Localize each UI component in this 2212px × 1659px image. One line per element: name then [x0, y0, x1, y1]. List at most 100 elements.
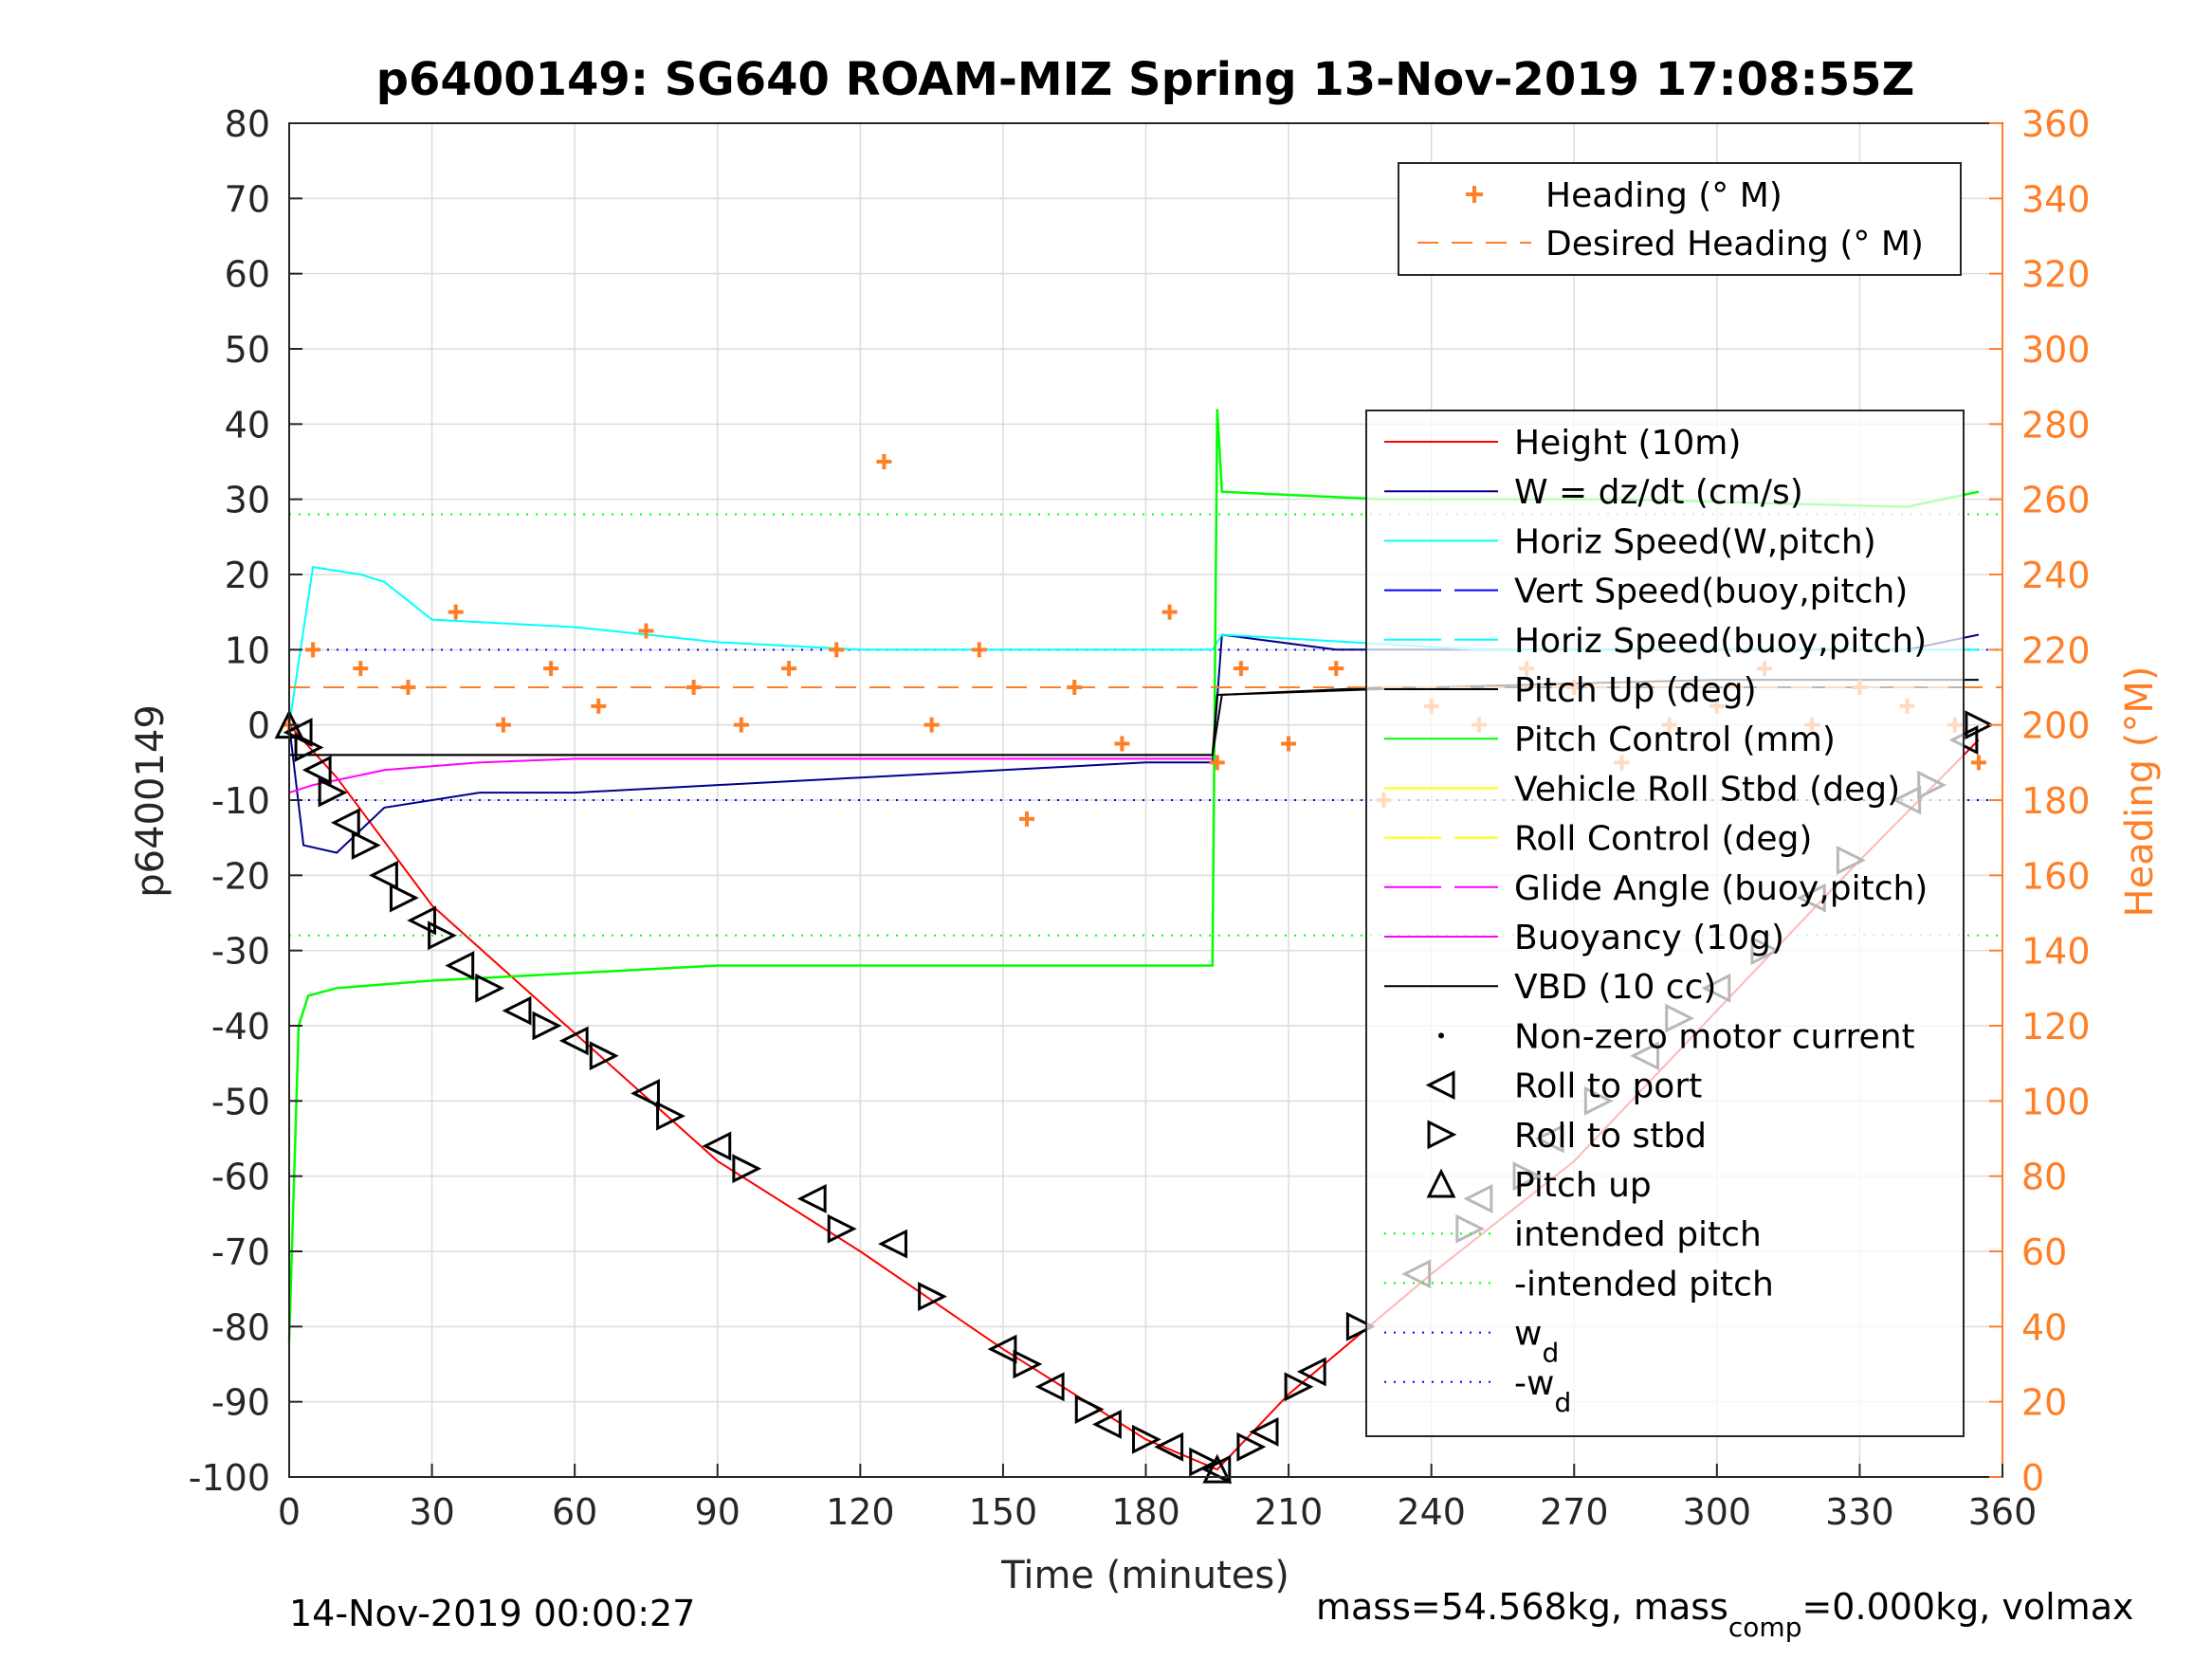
legend-label: Vert Speed(buoy,pitch) — [1514, 573, 1908, 611]
x-tick-label: 240 — [1397, 1491, 1466, 1533]
heading-point — [1328, 661, 1344, 677]
y-tick-label: -100 — [189, 1457, 270, 1499]
heading-point — [876, 454, 892, 469]
y2-tick-label: 140 — [2021, 931, 2091, 973]
x-tick-label: 330 — [1825, 1491, 1894, 1533]
footer-mass-prefix: mass=54.568kg, mass — [1316, 1586, 1728, 1628]
y-tick-label: 70 — [225, 178, 270, 220]
legend-box — [1365, 410, 1965, 1437]
roll-port-marker — [987, 1334, 1017, 1364]
y2-tick-label: 220 — [2021, 629, 2091, 671]
y2-tick-label: 180 — [2021, 780, 2091, 822]
heading-point — [1114, 736, 1130, 752]
legend-label: W = dz/dt (cm/s) — [1514, 473, 1803, 512]
y-tick-label: -90 — [211, 1382, 270, 1424]
y-tick-label: 60 — [225, 254, 270, 296]
roll-port-marker — [1296, 1357, 1326, 1387]
roll-port-marker — [878, 1229, 907, 1259]
legend-label: Buoyancy (10g) — [1514, 919, 1784, 957]
legend-label: Desired Heading (° M) — [1545, 225, 1924, 264]
y2-tick-label: 360 — [2021, 103, 2091, 145]
roll-stbd-marker — [318, 777, 348, 808]
legend-label: -intended pitch — [1514, 1265, 1774, 1304]
legend-swatch — [1425, 1070, 1455, 1101]
heading-point — [1161, 604, 1178, 620]
y-axis-right: 3603403203002802602402202001801601401201… — [1989, 103, 2091, 1499]
roll-port-marker — [302, 755, 332, 785]
heading-point — [781, 661, 797, 677]
roll-stbd-marker — [389, 883, 419, 913]
y-tick-label: -40 — [211, 1006, 270, 1048]
roll-stbd-marker — [1284, 1372, 1314, 1402]
legend-label-sub: d — [1554, 1387, 1571, 1418]
roll-stbd-marker — [918, 1282, 947, 1312]
y-tick-label: 50 — [225, 329, 270, 371]
y2-tick-label: 320 — [2021, 254, 2091, 296]
legend-heading: Heading (° M) Desired Heading (° M) — [1398, 162, 1962, 276]
heading-point — [495, 717, 511, 733]
x-tick-label: 360 — [1968, 1491, 2038, 1533]
reference-lines — [289, 513, 2002, 937]
legend-label: Roll to stbd — [1514, 1117, 1707, 1156]
legend-label-sub: d — [1542, 1338, 1559, 1369]
heading-point — [829, 642, 845, 658]
chart-title: p6400149: SG640 ROAM-MIZ Spring 13-Nov-2… — [376, 53, 1915, 106]
legend-label: Roll to port — [1514, 1067, 1702, 1106]
heading-point — [1209, 755, 1225, 771]
y-tick-label: 40 — [225, 404, 270, 446]
roll-stbd-marker — [1074, 1395, 1105, 1425]
y-tick-label: -10 — [211, 780, 270, 822]
legend-swatch — [1466, 186, 1483, 203]
x-tick-label: 210 — [1254, 1491, 1324, 1533]
y2-tick-label: 0 — [2021, 1457, 2044, 1499]
heading-point — [448, 604, 464, 620]
y-tick-label: -70 — [211, 1231, 270, 1273]
pitch-up-marker — [1202, 1453, 1233, 1484]
legend-label: Non-zero motor current — [1514, 1017, 1915, 1056]
heading-point — [305, 642, 321, 658]
legend-label: Pitch Control (mm) — [1514, 720, 1836, 759]
heading-point — [638, 623, 654, 639]
roll-stbd-marker — [1132, 1424, 1161, 1454]
roll-stbd-marker — [351, 830, 381, 861]
roll-stbd-marker — [589, 1041, 619, 1071]
roll-stbd-marker — [294, 733, 324, 762]
roll-port-marker — [796, 1184, 827, 1213]
legend-label: VBD (10 cc) — [1514, 968, 1716, 1007]
legend-label: Heading (° M) — [1545, 176, 1782, 215]
roll-port-marker — [1154, 1431, 1184, 1462]
heading-point — [353, 661, 369, 677]
heading-point — [686, 680, 702, 695]
roll-stbd-marker — [475, 973, 505, 1003]
roll-stbd-marker — [656, 1101, 686, 1131]
y2-tick-label: 340 — [2021, 178, 2091, 220]
footer-date: 14-Nov-2019 00:00:27 — [289, 1593, 695, 1634]
y2-tick-label: 200 — [2021, 705, 2091, 747]
x-tick-label: 30 — [409, 1491, 454, 1533]
legend-label: Roll Control (deg) — [1514, 820, 1812, 859]
roll-stbd-marker — [1236, 1431, 1267, 1462]
heading-point — [1281, 736, 1297, 752]
y-tick-label: 0 — [247, 705, 270, 747]
heading-point — [543, 661, 559, 677]
footer-mass-sub: comp — [1728, 1612, 1802, 1643]
legend-label: Glide Angle (buoy,pitch) — [1514, 869, 1928, 908]
heading-point — [733, 717, 749, 733]
heading-point — [1970, 755, 1986, 771]
roll-port-marker — [369, 860, 398, 890]
legend-swatch — [1427, 1120, 1457, 1150]
x-axis-label: Time (minutes) — [1000, 1554, 1289, 1597]
roll-stbd-marker — [1189, 1447, 1219, 1477]
roll-stbd-marker — [1013, 1349, 1043, 1379]
legend-label: intended pitch — [1514, 1215, 1762, 1254]
roll-port-marker — [631, 1078, 660, 1108]
y2-tick-label: 160 — [2021, 855, 2091, 897]
y-tick-label: 10 — [225, 629, 270, 671]
y2-tick-label: 60 — [2021, 1231, 2067, 1273]
x-tick-label: 300 — [1683, 1491, 1752, 1533]
y2-tick-label: 240 — [2021, 555, 2091, 596]
y-axis-label: p6400149 — [129, 704, 173, 898]
heading-point — [1019, 811, 1035, 827]
y2-axis-label: Heading (°M) — [2118, 666, 2162, 918]
